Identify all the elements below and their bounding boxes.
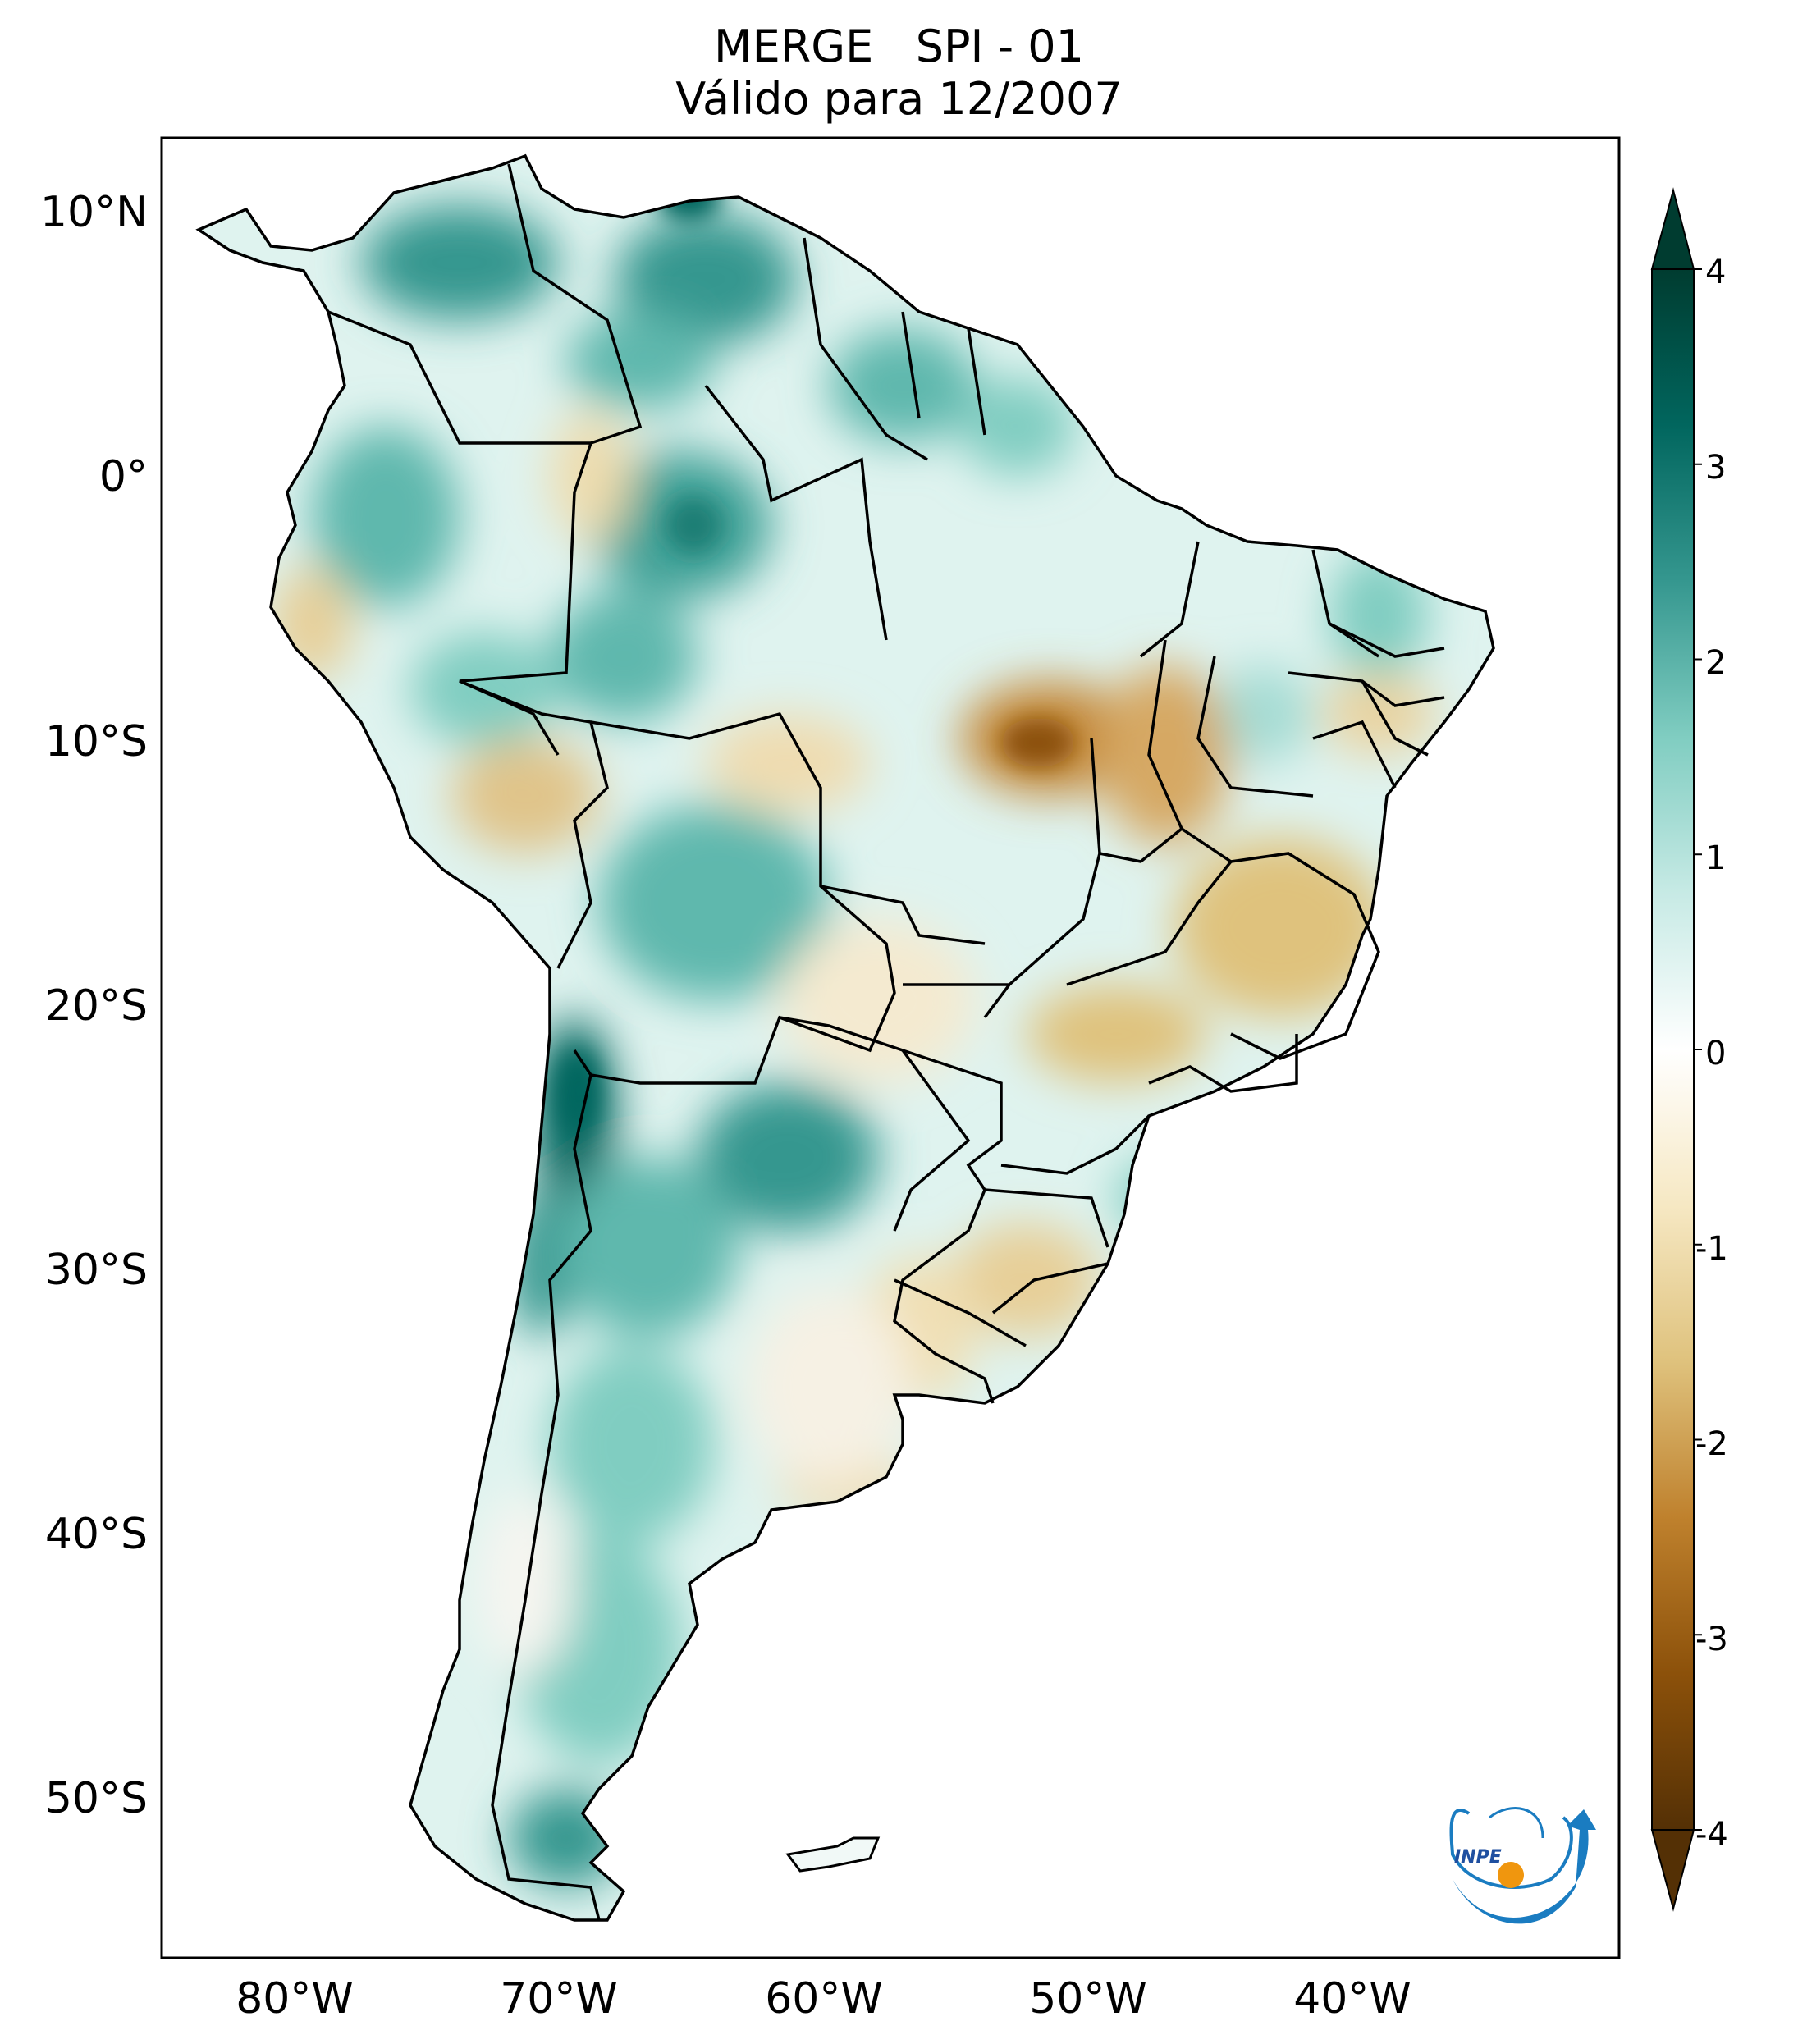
colorbar-tick: 4 <box>1705 254 1726 291</box>
lat-tick-0: 0° <box>99 452 148 501</box>
lon-tick-80W: 80°W <box>236 1974 354 2023</box>
lon-tick-40W: 40°W <box>1293 1974 1411 2023</box>
colorbar: 4 3 2 1 0 -1 -2 -3 -4 <box>1650 187 1728 1912</box>
colorbar-extend-max <box>1650 187 1695 270</box>
colorbar-tick: 3 <box>1705 449 1726 487</box>
lat-tick-40S: 40°S <box>45 1510 148 1559</box>
chart-title-line2: Válido para 12/2007 <box>675 73 1123 125</box>
colorbar-tick: 1 <box>1705 839 1726 877</box>
inpe-logo: INPE <box>1449 1807 1596 1924</box>
country-borders <box>327 163 1445 1921</box>
map-frame <box>160 136 1621 1959</box>
colorbar-gradient <box>1651 268 1695 1831</box>
colorbar-extend-min <box>1650 1829 1695 1912</box>
colorbar-tick: -4 <box>1695 1816 1728 1854</box>
lat-tick-10N: 10°N <box>40 188 148 237</box>
lat-tick-30S: 30°S <box>45 1246 148 1295</box>
colorbar-tick: 2 <box>1705 644 1726 682</box>
lat-tick-labels: 10°N 0° 10°S 20°S 30°S 40°S 50°S <box>40 188 148 1823</box>
lon-tick-50W: 50°W <box>1029 1974 1147 2023</box>
colorbar-tick: -2 <box>1695 1425 1728 1463</box>
colorbar-tick: -1 <box>1695 1230 1728 1268</box>
lon-tick-70W: 70°W <box>500 1974 618 2023</box>
lat-tick-50S: 50°S <box>45 1774 148 1823</box>
lat-tick-10S: 10°S <box>45 717 148 766</box>
chart-title-line1: MERGE SPI - 01 <box>0 21 1798 72</box>
colorbar-tick-labels: 4 3 2 1 0 -1 -2 -3 -4 <box>1695 254 1728 1854</box>
colorbar-tick: -3 <box>1695 1621 1728 1658</box>
inpe-logo-text: INPE <box>1454 1847 1502 1868</box>
colorbar-tick: 0 <box>1705 1035 1726 1072</box>
lat-tick-20S: 20°S <box>45 981 148 1031</box>
title-index: SPI - 01 <box>915 21 1084 72</box>
title-dataset: MERGE <box>714 21 874 72</box>
lon-tick-60W: 60°W <box>765 1974 883 2023</box>
lon-tick-labels: 80°W 70°W 60°W 50°W 40°W <box>236 1974 1411 2023</box>
